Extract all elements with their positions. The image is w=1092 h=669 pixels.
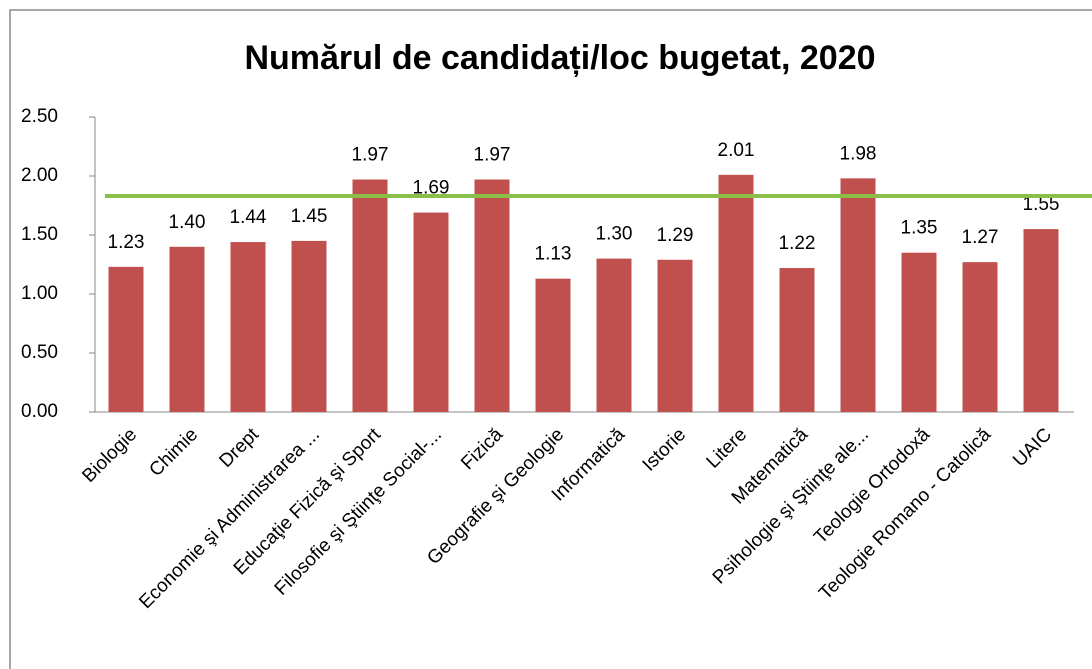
value-label: 1.98: [840, 143, 877, 164]
bar: [291, 240, 327, 412]
bar: [230, 242, 266, 412]
bar: [169, 246, 205, 412]
bar: [474, 179, 510, 412]
y-tick-label: 0.50: [21, 342, 58, 363]
value-label: 1.40: [169, 212, 206, 233]
value-label: 1.27: [962, 227, 999, 248]
bar: [1023, 229, 1059, 412]
value-label: 1.44: [230, 207, 267, 228]
value-label: 1.97: [474, 145, 511, 166]
value-label: 1.13: [535, 244, 572, 265]
value-label: 1.29: [657, 225, 694, 246]
bar: [413, 212, 449, 412]
bar: [657, 259, 693, 412]
bar: [535, 278, 571, 412]
value-label: 1.69: [413, 178, 450, 199]
bar: [901, 252, 937, 412]
bar: [779, 268, 815, 412]
y-tick-label: 1.00: [21, 283, 58, 304]
chart-title: Numărul de candidați/loc bugetat, 2020: [244, 39, 875, 77]
value-label: 1.97: [352, 145, 389, 166]
bar: [718, 174, 754, 412]
value-label: 1.22: [779, 233, 816, 254]
value-label: 1.30: [596, 224, 633, 245]
y-tick-label: 0.00: [21, 401, 58, 422]
value-label: 2.01: [718, 140, 755, 161]
value-label: 1.45: [291, 206, 328, 227]
y-tick-label: 2.00: [21, 165, 58, 186]
bar: [596, 258, 632, 412]
y-tick-label: 2.50: [21, 106, 58, 127]
bar: [108, 266, 144, 412]
value-label: 1.23: [108, 232, 145, 253]
y-tick-label: 1.50: [21, 224, 58, 245]
value-label: 1.55: [1023, 194, 1060, 215]
bar: [352, 179, 388, 412]
bar: [962, 262, 998, 412]
value-label: 1.35: [901, 218, 938, 239]
bar: [840, 178, 876, 412]
